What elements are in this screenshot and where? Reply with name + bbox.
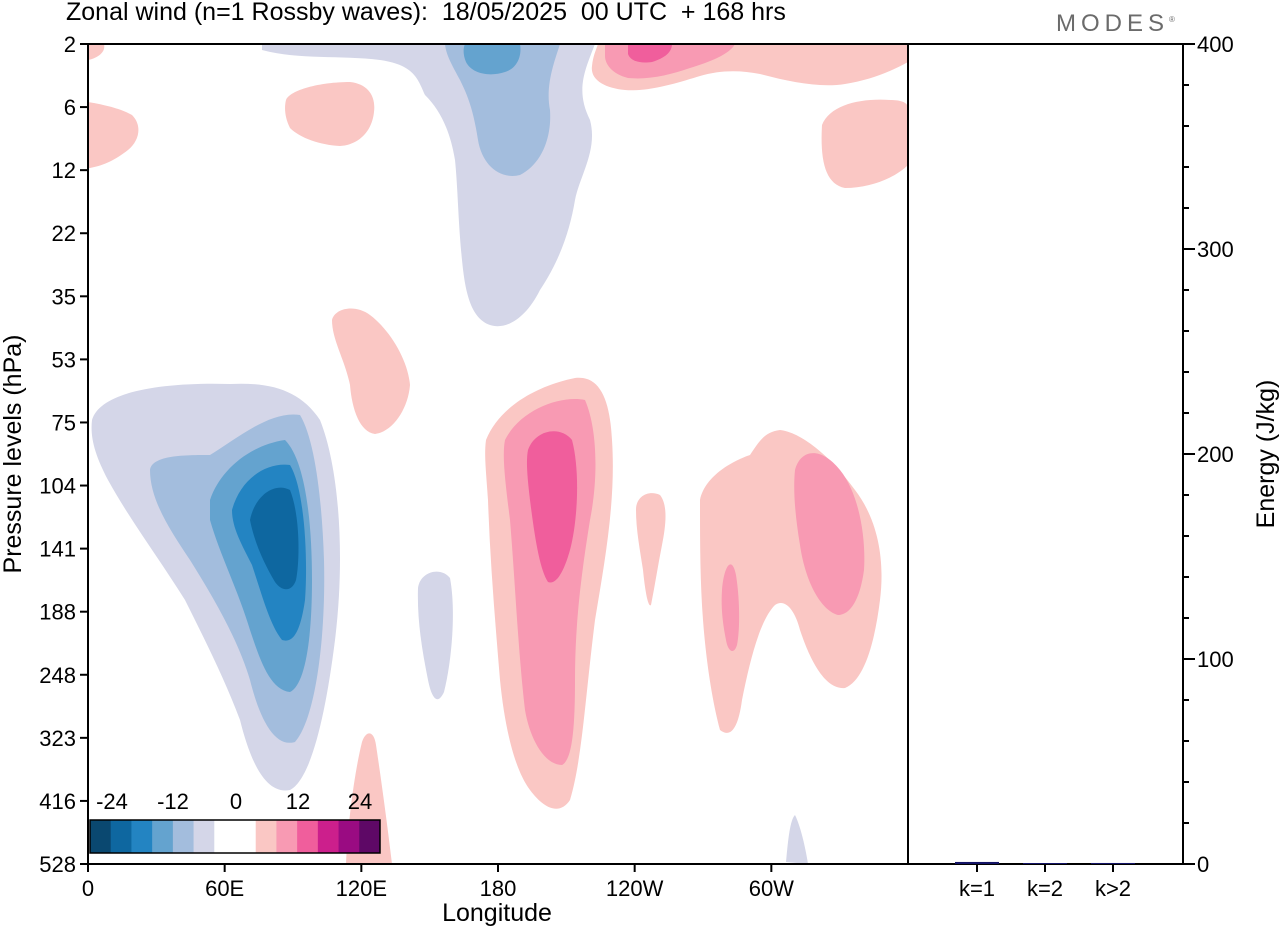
x-tick-label: 60E [205, 876, 244, 901]
colorbar-swatch [152, 820, 174, 853]
colorbar-swatch [214, 820, 236, 853]
energy-bars [955, 861, 1135, 864]
energy-tick-label: 0 [1197, 852, 1209, 877]
colorbar-swatch [276, 820, 298, 853]
colorbar-swatch [255, 820, 277, 853]
colorbar-swatch [297, 820, 319, 853]
energy-axis-title: Energy (J/kg) [1252, 380, 1280, 529]
x-tick-label: 120E [336, 876, 387, 901]
colorbar-swatch [110, 820, 132, 853]
colorbar-swatch [193, 820, 215, 853]
y-tick-label: 141 [39, 537, 76, 562]
y-tick-label: 248 [39, 663, 76, 688]
energy-axis-ticks: 0 100 200 300 400 [1183, 32, 1234, 877]
energy-bar [1091, 862, 1135, 864]
colorbar-frame [89, 819, 381, 854]
y-tick-label: 188 [39, 600, 76, 625]
y-tick-label: 416 [39, 789, 76, 814]
colorbar-swatch [172, 820, 195, 853]
neg-upper-c2 [445, 44, 560, 176]
neg-small-1 [417, 571, 453, 700]
colorbar-label: 12 [286, 789, 310, 814]
colorbar-legend [89, 819, 381, 854]
neg-lobe-c5 [250, 487, 299, 590]
neg-upper-c3 [463, 44, 521, 75]
y-tick-label: 35 [52, 284, 76, 309]
y-tick-label: 22 [52, 221, 76, 246]
y-tick-label: 12 [52, 158, 76, 183]
x-tick-label: 180 [480, 876, 517, 901]
pos-ne-blob [821, 99, 908, 188]
colorbar-label: 24 [348, 789, 372, 814]
y-axis-title: Pressure levels (hPa) [0, 335, 27, 574]
modes-logo: MODES® [1056, 10, 1175, 37]
colorbar-label: -12 [157, 789, 189, 814]
colorbar-swatch [338, 820, 360, 853]
chart-title: Zonal wind (n=1 Rossby waves): 18/05/202… [66, 0, 786, 26]
energy-bar [1023, 863, 1067, 864]
x-tick-label: 120W [606, 876, 664, 901]
x-axis-title: Longitude [442, 899, 552, 927]
x-axis-ticks: 0 60E 120E 180 120W 60W [82, 864, 794, 901]
pos-left-b [285, 82, 375, 146]
energy-bar [955, 861, 999, 864]
colorbar-swatch [235, 820, 257, 853]
y-tick-label: 528 [39, 852, 76, 877]
wind-field [88, 44, 908, 864]
y-tick-label: 6 [64, 95, 76, 120]
x-tick-label: 0 [82, 876, 94, 901]
energy-tick-label: 200 [1197, 442, 1234, 467]
energy-tick-label: 400 [1197, 32, 1234, 57]
energy-tick-label: 300 [1197, 237, 1234, 262]
pos-left-c [332, 308, 410, 434]
y-tick-label: 53 [52, 347, 76, 372]
y-axis-ticks: 2 6 12 22 35 53 75 104 141 188 248 323 416 528 [39, 32, 88, 877]
colorbar-label: -24 [96, 789, 128, 814]
colorbar-swatch [359, 820, 381, 853]
colorbar-swatch [90, 820, 112, 853]
y-tick-label: 2 [64, 32, 76, 57]
neg-small-2 [786, 815, 808, 864]
colorbar-label: 0 [230, 789, 242, 814]
pos-upper-c3 [628, 44, 672, 63]
bar-category-label: k=2 [1027, 876, 1063, 901]
colorbar-swatch [317, 820, 340, 853]
bar-category-ticks: k=1 k=2 k>2 [959, 864, 1131, 901]
pos-left-a [88, 102, 139, 168]
y-tick-label: 323 [39, 726, 76, 751]
energy-tick-label: 100 [1197, 647, 1234, 672]
bar-category-label: k>2 [1095, 876, 1131, 901]
y-tick-label: 104 [39, 474, 76, 499]
bar-category-label: k=1 [959, 876, 995, 901]
pos-right-c3 [721, 564, 740, 652]
y-tick-label: 75 [52, 410, 76, 435]
pos-right-c2 [794, 453, 865, 615]
colorbar-swatch [131, 820, 153, 853]
colorbar-labels: -24 -12 0 12 24 [96, 789, 372, 814]
pos-center-c3 [526, 431, 578, 583]
x-tick-label: 60W [749, 876, 794, 901]
pos-left-top [88, 44, 105, 60]
pos-right-small [636, 493, 666, 606]
